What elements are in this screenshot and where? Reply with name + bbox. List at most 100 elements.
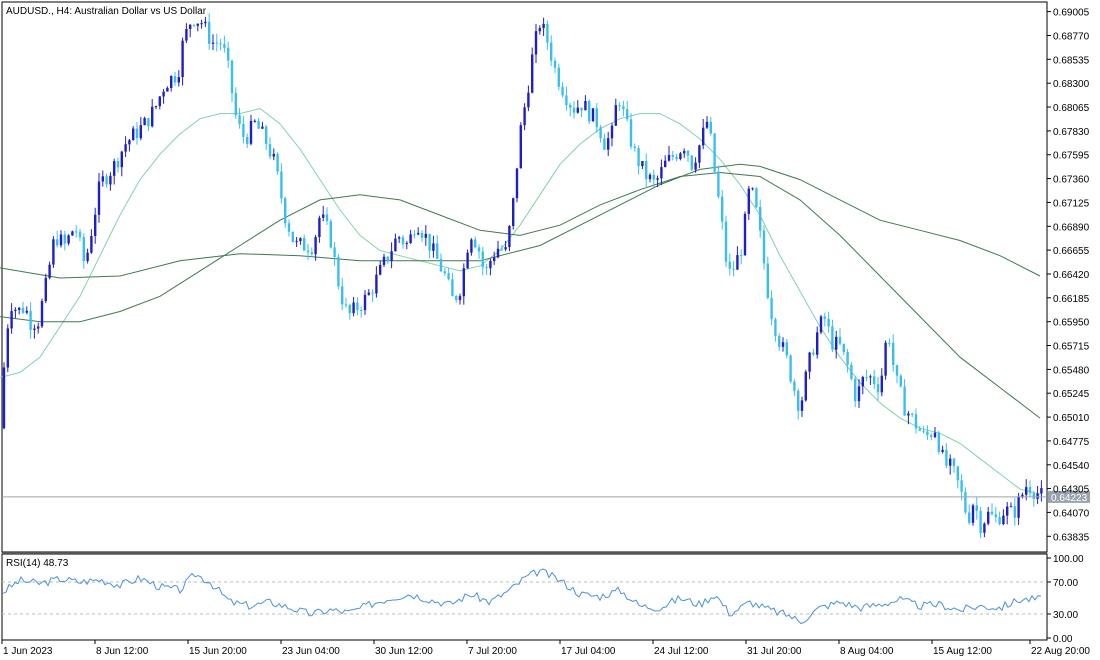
candle-body (90, 236, 93, 253)
candle-body (755, 188, 758, 207)
candle-body (109, 175, 112, 185)
candle-body (607, 138, 610, 150)
candle-body (937, 432, 940, 452)
candle-body (173, 76, 177, 83)
candle-body (215, 42, 218, 44)
candle-body (200, 23, 203, 25)
price-tick-label: 0.67125 (1053, 198, 1090, 209)
candle-body (759, 207, 762, 231)
rsi-pane: 100.00 70.00 30.00 0.00 (2, 554, 1084, 645)
candle-body (835, 336, 838, 350)
candle-body (166, 87, 169, 92)
time-tick-label: 15 Aug 12:00 (933, 646, 992, 657)
candle-body (751, 188, 754, 190)
candle-body (158, 96, 161, 107)
current-price-line: 0.64223 (2, 490, 1090, 504)
candle-body (808, 352, 811, 372)
candle-body (436, 243, 439, 259)
price-tick-label: 0.67595 (1053, 151, 1090, 162)
time-tick-label: 7 Jul 20:00 (468, 646, 517, 657)
candle-body (527, 92, 530, 108)
candle-body (721, 196, 724, 222)
main-chart-frame (1, 1, 1048, 553)
candle-body (242, 124, 245, 137)
candle-body (348, 304, 351, 314)
candle-body (857, 386, 861, 402)
candle-body (132, 128, 135, 141)
candle-body (394, 238, 397, 252)
candle-body (56, 239, 59, 246)
candle-body (812, 352, 815, 355)
candle-body (994, 514, 997, 518)
candle-body (534, 31, 538, 55)
candle-body (455, 296, 458, 300)
candles (2, 13, 1043, 538)
candle-body (291, 231, 294, 242)
candle-body (838, 336, 842, 344)
candle-body (360, 310, 363, 311)
time-axis: 1 Jun 2023 8 Jun 12:00 15 Jun 20:00 23 Jun … (1, 640, 1090, 657)
candle-body (1036, 493, 1039, 499)
candle-body (143, 118, 146, 126)
candle-body (428, 233, 431, 251)
candle-body (599, 127, 602, 139)
candle-body (44, 277, 47, 302)
candle-body (990, 511, 994, 515)
candle-body (75, 231, 78, 233)
candle-body (417, 233, 420, 235)
candle-body (664, 160, 667, 167)
candle-body (983, 523, 986, 533)
candle-body (576, 107, 579, 113)
candle-body (234, 93, 237, 116)
candle-body (895, 365, 899, 376)
rsi-tick-label: 0.00 (1053, 634, 1073, 645)
time-tick-label: 31 Jul 20:00 (747, 646, 802, 657)
candle-body (390, 251, 393, 261)
candle-body (743, 213, 747, 256)
candle-body (584, 101, 587, 111)
candle-body (869, 376, 872, 378)
candle-body (686, 150, 690, 156)
candle-body (557, 67, 560, 87)
candle-body (793, 381, 796, 391)
candle-body (257, 120, 260, 129)
candle-body (405, 243, 408, 245)
candle-body (728, 261, 731, 269)
candle-body (652, 174, 655, 180)
candle-body (930, 435, 933, 437)
candle-body (25, 310, 28, 313)
price-tick-label: 0.64540 (1053, 461, 1090, 472)
candle-body (690, 155, 693, 170)
candle-body (341, 286, 344, 305)
candle-body (86, 252, 89, 262)
candle-body (466, 252, 469, 269)
candle-body (496, 248, 500, 258)
candle-body (147, 118, 150, 127)
candle-body (37, 326, 40, 329)
candle-body (766, 263, 769, 298)
ma-fast-line (0, 107, 1041, 495)
candle-body (185, 29, 188, 41)
candle-body (740, 255, 743, 257)
candle-body (762, 230, 766, 264)
ma-slow-line (0, 163, 1041, 279)
candle-body (249, 120, 253, 144)
candle-body (238, 115, 241, 125)
candle-body (192, 24, 196, 26)
ma-medium-line (0, 171, 1041, 419)
candle-body (713, 133, 716, 172)
candle-body (470, 239, 473, 253)
candle-body (603, 138, 606, 150)
candle-body (542, 24, 545, 29)
candle-body (52, 239, 55, 265)
candle-body (71, 231, 74, 236)
candle-body (580, 107, 583, 111)
candle-body (546, 24, 549, 43)
candle-body (781, 342, 785, 347)
candle-body (846, 352, 849, 365)
candle-body (208, 21, 211, 44)
candle-body (344, 304, 348, 306)
candle-body (356, 302, 359, 311)
candle-body (736, 255, 739, 270)
candle-body (424, 233, 427, 238)
